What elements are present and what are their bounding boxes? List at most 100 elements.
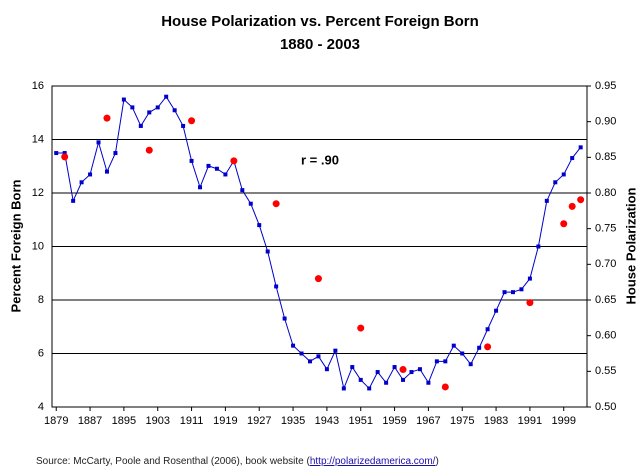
point [560,220,568,228]
y2-tick-label: 0.55 [595,365,616,377]
chart-subtitle: 1880 - 2003 [280,36,360,53]
point-marker [198,185,203,190]
point-marker [358,377,363,382]
point-marker [274,284,279,289]
plot-frame [51,85,588,408]
y2-tick-label: 0.70 [595,258,616,270]
point-marker [307,359,312,364]
point-marker [578,145,583,150]
point [188,117,196,125]
point-marker [519,287,524,292]
point-marker [477,345,482,350]
x-tick-label: 1967 [416,415,440,427]
point-marker [494,308,499,313]
y2-tick-label: 0.90 [595,116,616,128]
y2-tick-label: 0.65 [595,294,616,306]
point-marker [401,377,406,382]
x-tick-label: 1991 [518,415,542,427]
point-marker [316,354,321,359]
y-tick-label: 12 [32,187,44,199]
point-marker [71,198,76,203]
point-marker [375,370,380,375]
x-tick-label: 1903 [145,415,169,427]
point-marker [299,351,304,356]
y2-tick-label: 0.60 [595,330,616,342]
y2-axis-title: House Polarization [623,187,638,304]
point [314,275,322,283]
source-note: Source: McCarty, Poole and Rosenthal (20… [36,456,439,467]
x-tick-label: 1975 [450,415,474,427]
point [484,343,492,351]
point [230,157,238,165]
point-marker [333,348,338,353]
y2-tick-label: 0.75 [595,223,616,235]
point-marker [113,151,118,156]
y-tick-label: 14 [32,133,44,145]
point-marker [460,351,465,356]
annotation: r = .90 [301,152,339,167]
point-marker [527,276,532,281]
point-marker [468,362,473,367]
point-marker [223,172,228,177]
point-marker [248,201,253,206]
y2-tick-label: 0.95 [595,80,616,92]
point-marker [502,290,507,295]
point-marker [384,380,389,385]
x-tick-label: 1999 [551,415,575,427]
point-marker [417,367,422,372]
y2-tick-label: 0.85 [595,151,616,163]
y-tick-label: 10 [32,240,44,252]
point-marker [282,316,287,321]
chart-title: House Polarization vs. Percent Foreign B… [161,13,479,30]
point [145,146,153,154]
point-marker [79,180,84,185]
point-marker [155,105,160,110]
point-marker [553,180,558,185]
series-line [56,95,582,391]
point-marker [392,365,397,370]
point-marker [561,172,566,177]
point-marker [485,327,490,332]
point-marker [291,343,296,348]
point-marker [324,367,329,372]
point-marker [214,166,219,171]
point-marker [510,290,515,295]
point-marker [350,365,355,370]
point-marker [164,94,169,99]
point [441,383,449,391]
point-marker [409,370,414,375]
point-marker [341,386,346,391]
y2-tick-label: 0.80 [595,187,616,199]
y-axis-title: Percent Foreign Born [8,179,23,312]
point-marker [62,151,67,156]
point [399,366,407,374]
point-marker [147,110,152,115]
source-link[interactable]: http://polarizedamerica.com/ [310,456,436,467]
point [61,153,69,161]
point [577,196,585,204]
point-marker [544,198,549,203]
point-marker [536,244,541,249]
point-marker [54,151,59,156]
y-tick-label: 6 [38,347,44,359]
source-end: ) [435,456,438,467]
point-marker [104,169,109,174]
point-marker [443,359,448,364]
y-tick-label: 4 [38,401,44,413]
point [357,324,365,332]
point-marker [265,249,270,254]
point-marker [172,108,177,113]
point-marker [96,140,101,145]
x-tick-label: 1911 [180,415,204,427]
point-marker [240,188,245,193]
y-tick-label: 8 [38,294,44,306]
point-marker [451,343,456,348]
point-marker [181,123,186,128]
x-tick-label: 1935 [281,415,305,427]
source-text: Source: McCarty, Poole and Rosenthal (20… [36,456,311,467]
point-marker [189,158,194,163]
point [568,202,576,210]
point [103,114,111,122]
x-tick-label: 1879 [44,415,68,427]
point [272,200,280,208]
